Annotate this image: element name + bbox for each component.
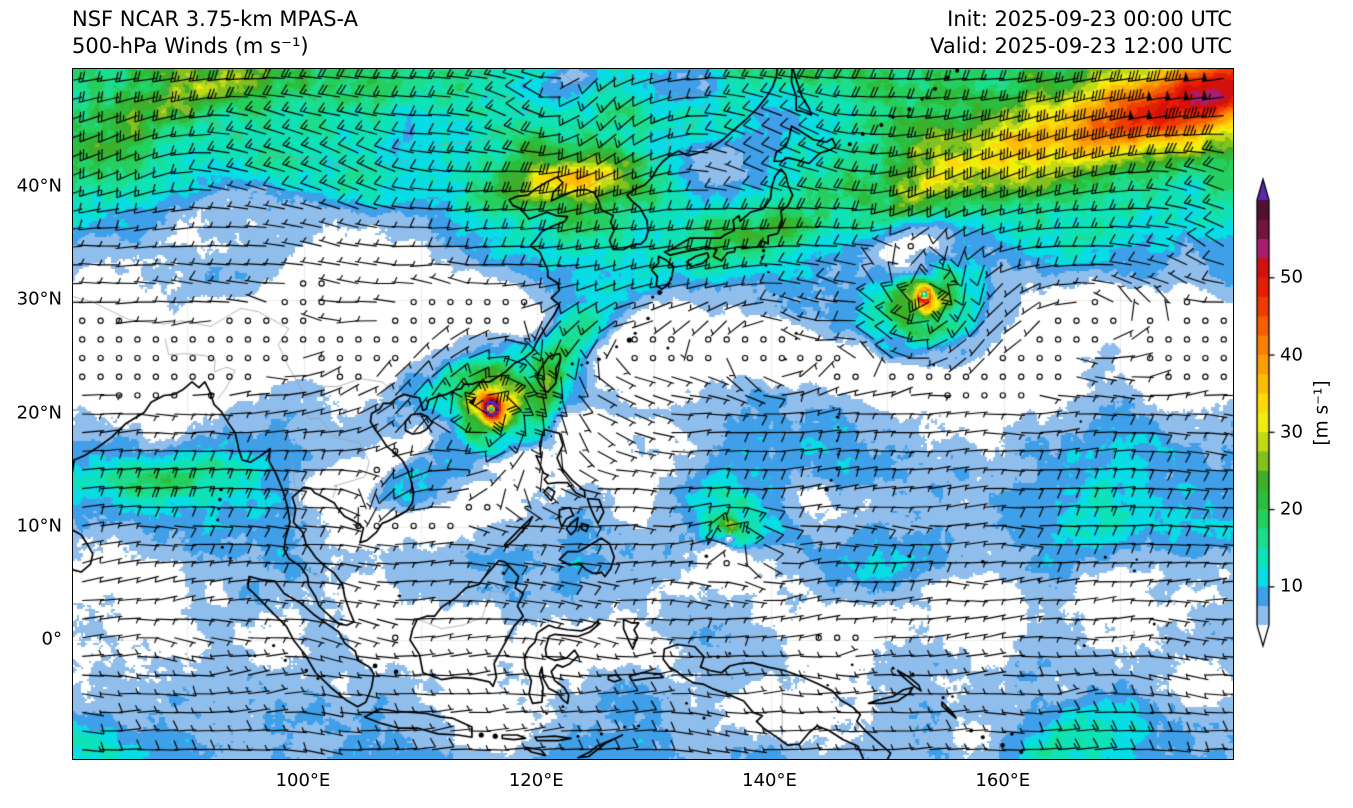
colorbar: [1240, 168, 1350, 668]
x-tick-label: 120°E: [508, 770, 564, 791]
y-tick-label: 10°N: [16, 515, 62, 537]
colorbar-tick-label: 20: [1280, 498, 1303, 520]
plot-title: NSF NCAR 3.75-km MPAS-A: [72, 7, 359, 31]
map-frame: [72, 68, 1234, 760]
colorbar-tick-label: 30: [1280, 421, 1303, 443]
y-tick-label: 20°N: [16, 402, 62, 424]
colorbar-unit-label: [m s⁻¹]: [1311, 380, 1333, 446]
init-time: Init: 2025-09-23 00:00 UTC: [947, 7, 1232, 31]
plot-subtitle: 500-hPa Winds (m s⁻¹): [72, 34, 309, 58]
map-canvas: [73, 69, 1233, 759]
valid-time: Valid: 2025-09-23 12:00 UTC: [930, 34, 1232, 58]
y-tick-label: 0°: [41, 628, 62, 650]
colorbar-tick-label: 10: [1280, 575, 1303, 597]
title-block: NSF NCAR 3.75-km MPAS-A 500-hPa Winds (m…: [72, 6, 358, 60]
y-tick-label: 40°N: [16, 175, 62, 197]
x-tick-label: 160°E: [975, 770, 1031, 791]
time-block: Init: 2025-09-23 00:00 UTC Valid: 2025-0…: [930, 6, 1232, 60]
colorbar-tick-label: 50: [1280, 266, 1303, 288]
y-tick-label: 30°N: [16, 288, 62, 310]
colorbar-tick-label: 40: [1280, 344, 1303, 366]
x-tick-label: 100°E: [275, 770, 331, 791]
x-tick-label: 140°E: [742, 770, 797, 791]
